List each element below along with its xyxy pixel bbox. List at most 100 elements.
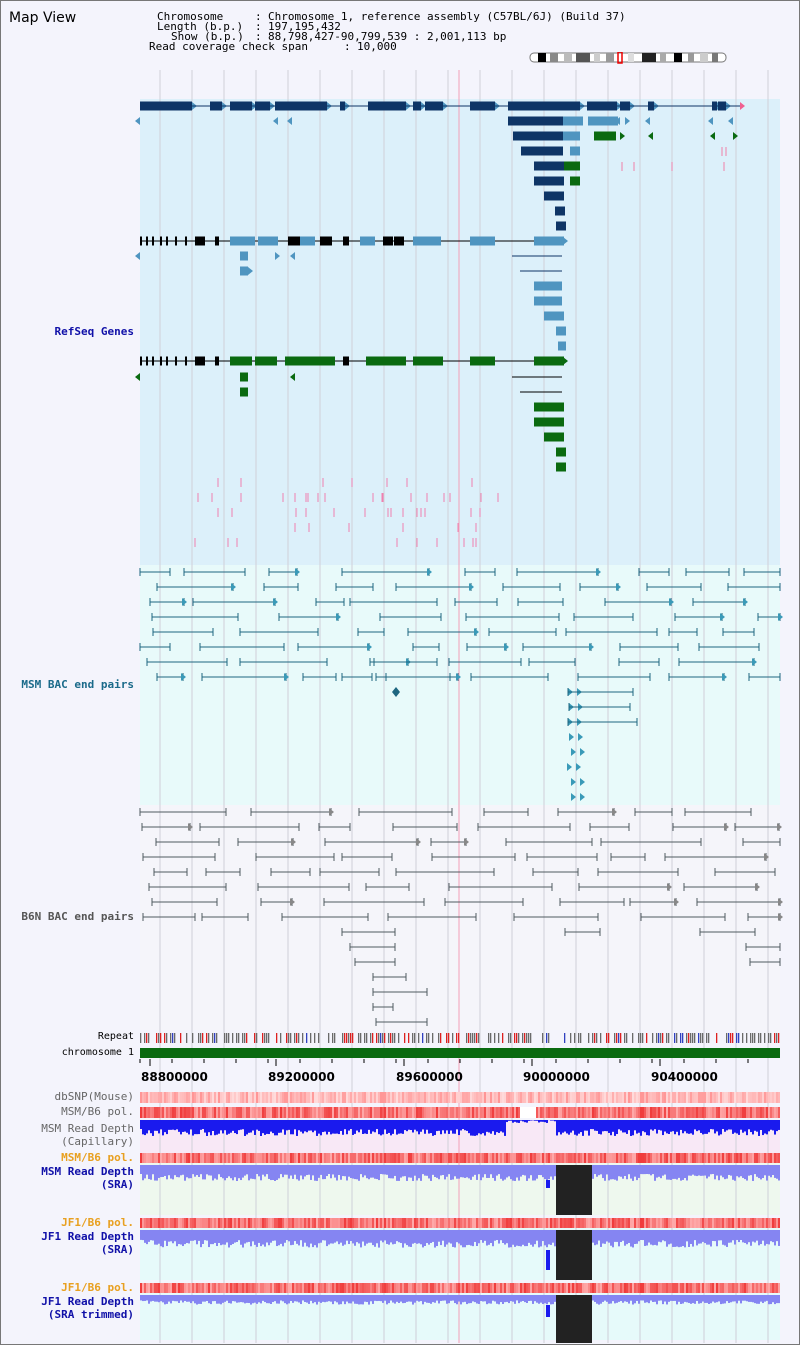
polymorphism-cell xyxy=(270,1092,272,1103)
capillary-depth-bar xyxy=(704,1120,706,1134)
polymorphism-cell xyxy=(228,1153,230,1163)
polymorphism-cell xyxy=(426,1153,428,1163)
capillary-depth-bar xyxy=(742,1120,744,1133)
polymorphism-cell xyxy=(644,1283,646,1293)
track-label-b6n-bac[interactable]: B6N BAC end pairs xyxy=(21,910,134,923)
msm-sra-depth-bar xyxy=(774,1165,776,1178)
polymorphism-cell xyxy=(404,1153,406,1163)
polymorphism-cell xyxy=(142,1107,144,1118)
polymorphism-cell xyxy=(214,1092,216,1103)
capillary-depth-bar xyxy=(242,1120,244,1130)
gene-exon xyxy=(175,236,177,246)
jf1-trim-depth-bar xyxy=(166,1295,168,1304)
polymorphism-cell xyxy=(702,1283,704,1293)
polymorphism-cell xyxy=(662,1153,664,1163)
polymorphism-cell xyxy=(406,1092,408,1103)
polymorphism-cell xyxy=(574,1092,576,1103)
jf1-trim-depth-bar xyxy=(282,1295,284,1302)
polymorphism-cell xyxy=(402,1092,404,1103)
gene-strand-arrow xyxy=(645,117,650,125)
polymorphism-cell xyxy=(378,1092,380,1103)
polymorphism-cell xyxy=(314,1153,316,1163)
repeat-element xyxy=(346,1033,348,1043)
capillary-depth-bar xyxy=(364,1120,366,1134)
polymorphism-cell xyxy=(700,1107,702,1118)
jf1-trim-depth-bar xyxy=(438,1295,440,1304)
jf1-trim-depth-bar xyxy=(548,1295,550,1303)
polymorphism-cell xyxy=(732,1283,734,1293)
repeat-element xyxy=(198,1033,200,1043)
msm-sra-depth-bar xyxy=(142,1165,144,1181)
polymorphism-cell xyxy=(364,1218,366,1228)
polymorphism-cell xyxy=(516,1153,518,1163)
polymorphism-cell xyxy=(648,1218,650,1228)
polymorphism-cell xyxy=(648,1092,650,1103)
polymorphism-cell xyxy=(406,1218,408,1228)
polymorphism-cell xyxy=(386,1153,388,1163)
polymorphism-cell xyxy=(690,1092,692,1103)
capillary-depth-bar xyxy=(186,1120,188,1133)
capillary-depth-bar xyxy=(286,1120,288,1131)
repeat-element xyxy=(158,1033,160,1043)
polymorphism-cell xyxy=(514,1092,516,1103)
gene-strand-arrow xyxy=(464,838,469,846)
jf1-trim-depth-bar xyxy=(710,1295,712,1304)
msm-sra-depth-bar xyxy=(456,1165,458,1179)
polymorphism-cell xyxy=(664,1283,666,1293)
polymorphism-cell xyxy=(666,1153,668,1163)
capillary-depth-bar xyxy=(600,1120,602,1135)
polymorphism-cell xyxy=(668,1218,670,1228)
polymorphism-cell xyxy=(582,1218,584,1228)
msm-sra-depth-bar xyxy=(232,1165,234,1181)
polymorphism-cell xyxy=(690,1218,692,1228)
capillary-depth-bar xyxy=(332,1120,334,1134)
polymorphism-cell xyxy=(624,1283,626,1293)
polymorphism-cell xyxy=(222,1092,224,1103)
polymorphism-cell xyxy=(632,1092,634,1103)
jf1-trim-depth-bar xyxy=(536,1295,538,1303)
track-label-refseq[interactable]: RefSeq Genes xyxy=(54,325,134,338)
chromosome-ideogram[interactable] xyxy=(528,52,730,64)
jf1-sra-depth-bar xyxy=(730,1230,732,1243)
msm-sra-depth-bar xyxy=(336,1165,338,1181)
polymorphism-cell xyxy=(546,1107,548,1118)
polymorphism-cell xyxy=(174,1107,176,1118)
polymorphism-cell xyxy=(294,1218,296,1228)
polymorphism-cell xyxy=(582,1092,584,1103)
jf1-trim-depth-bar xyxy=(214,1295,216,1302)
capillary-depth-bar xyxy=(278,1120,280,1133)
msm-sra-depth-bar xyxy=(186,1165,188,1178)
polymorphism-cell xyxy=(486,1107,488,1118)
polymorphism-cell xyxy=(284,1092,286,1103)
polymorphism-cell xyxy=(206,1107,208,1118)
track-label-msm-bac[interactable]: MSM BAC end pairs xyxy=(21,678,134,691)
polymorphism-cell xyxy=(310,1218,312,1228)
coverage-value: 10,000 xyxy=(357,40,397,53)
polymorphism-cell xyxy=(226,1107,228,1118)
polymorphism-cell xyxy=(650,1283,652,1293)
polymorphism-cell xyxy=(438,1153,440,1163)
polymorphism-cell xyxy=(604,1153,606,1163)
polymorphism-cell xyxy=(150,1092,152,1103)
polymorphism-cell xyxy=(168,1153,170,1163)
polymorphism-cell xyxy=(456,1218,458,1228)
polymorphism-cell xyxy=(620,1107,622,1118)
polymorphism-cell xyxy=(352,1107,354,1118)
polymorphism-cell xyxy=(546,1218,548,1228)
jf1-trim-depth-bar xyxy=(546,1295,548,1305)
polymorphism-cell xyxy=(522,1153,524,1163)
polymorphism-cell xyxy=(282,1218,284,1228)
polymorphism-cell xyxy=(482,1107,484,1118)
jf1-trim-depth-bar xyxy=(416,1295,418,1301)
polymorphism-cell xyxy=(614,1218,616,1228)
polymorphism-cell xyxy=(192,1153,194,1163)
polymorphism-cell xyxy=(718,1218,720,1228)
msm-sra-depth-bar xyxy=(464,1165,466,1178)
capillary-depth-bar xyxy=(398,1120,400,1134)
polymorphism-cell xyxy=(692,1107,694,1118)
repeat-element xyxy=(380,1033,382,1043)
polymorphism-cell xyxy=(422,1107,424,1118)
msm-bac-marker xyxy=(392,687,400,697)
jf1-sra-depth-bar xyxy=(370,1230,372,1243)
